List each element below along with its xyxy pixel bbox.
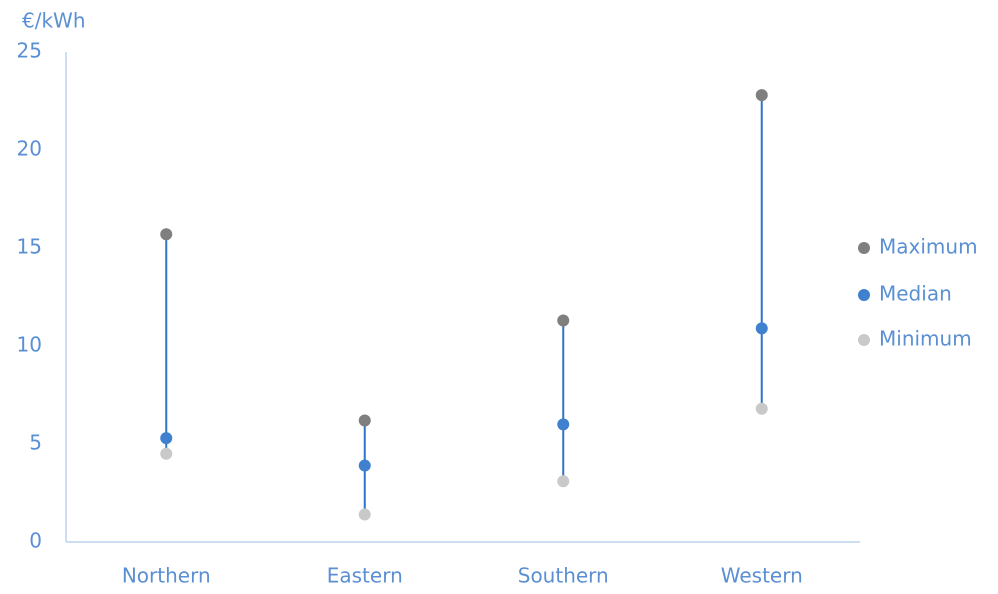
dot: [358, 508, 371, 521]
dot: [557, 314, 570, 327]
dot: [358, 459, 371, 472]
legend-label: Minimum: [879, 327, 972, 351]
dot: [358, 414, 371, 427]
y-tick-label: 20: [17, 137, 42, 161]
dot: [557, 475, 570, 488]
x-tick-label: Northern: [122, 564, 211, 588]
x-tick-label: Western: [721, 564, 803, 588]
dot: [755, 402, 768, 415]
dot: [160, 228, 173, 241]
x-tick-label: Eastern: [327, 564, 403, 588]
y-axis-label: €/kWh: [22, 9, 86, 33]
legend-label: Median: [879, 282, 952, 306]
dot: [160, 447, 173, 460]
legend-label: Maximum: [879, 235, 978, 259]
x-tick-label: Southern: [518, 564, 609, 588]
legend-marker: [858, 242, 870, 254]
dot: [557, 418, 570, 431]
y-tick-label: 0: [29, 529, 42, 553]
legend-marker: [858, 289, 870, 301]
legend-marker: [858, 334, 870, 346]
dot: [755, 89, 768, 102]
dot: [160, 432, 173, 445]
y-tick-label: 15: [17, 235, 42, 259]
y-tick-label: 10: [17, 333, 42, 357]
y-tick-label: 5: [29, 431, 42, 455]
y-tick-label: 25: [17, 39, 42, 63]
dot: [755, 322, 768, 335]
